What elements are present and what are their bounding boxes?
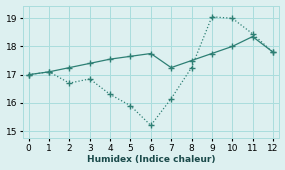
X-axis label: Humidex (Indice chaleur): Humidex (Indice chaleur)	[87, 155, 215, 164]
